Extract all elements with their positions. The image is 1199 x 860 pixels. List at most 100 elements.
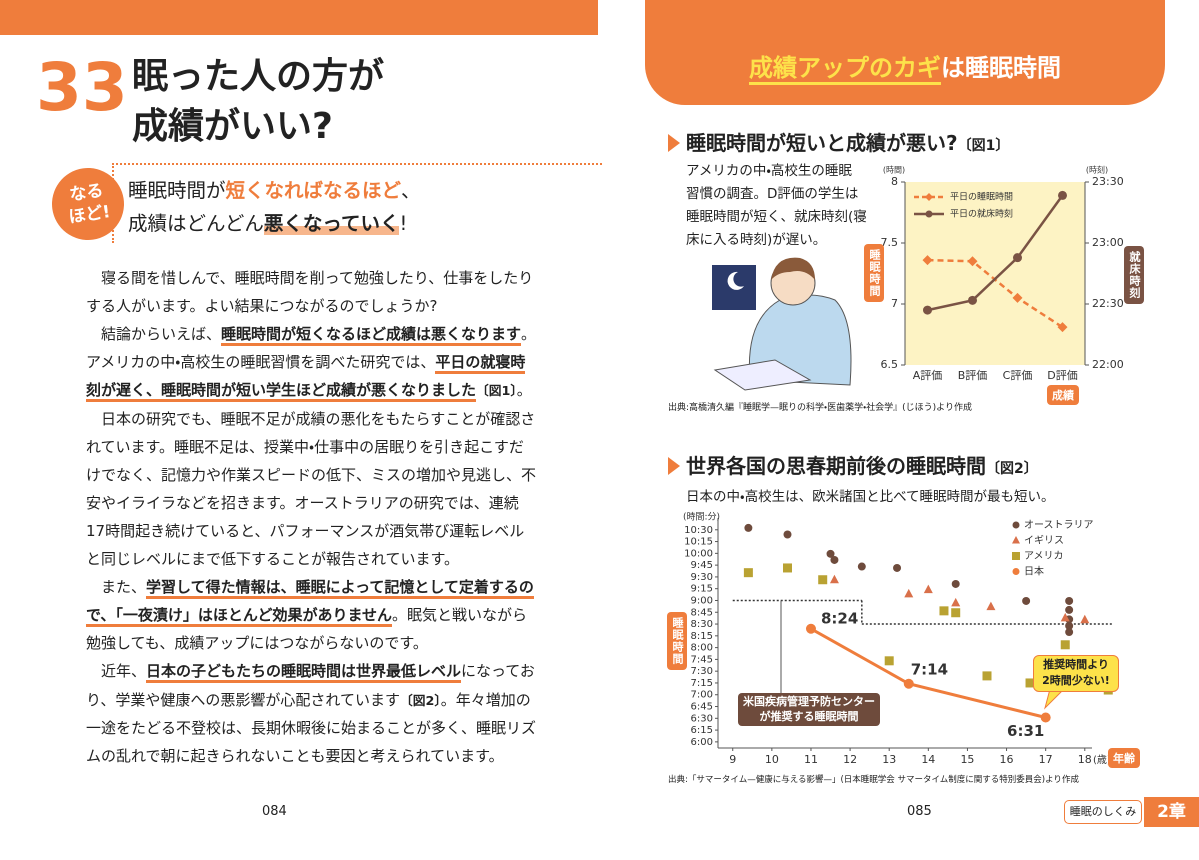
text-run: 、 [401, 179, 421, 202]
chapter: 2章 [1144, 797, 1199, 827]
recommended-label-line: 米国疾病管理予防センター [743, 695, 875, 708]
legend-label: 平日の就床時刻 [950, 208, 1013, 220]
series-line [927, 194, 1064, 312]
text-run: になってお [461, 662, 535, 681]
text-run: ムの乱れで朝に起きられないことも要因と考えられています。 [86, 746, 504, 765]
heading-title: 睡眠時間が短いと成績が悪い? [686, 131, 958, 155]
point [826, 549, 835, 558]
lesson-number: 33 [36, 49, 128, 126]
x-tick-label: 10 [765, 753, 779, 766]
text-run: 。眠気と戦いながら [392, 606, 528, 625]
figure-ref: 〔図1〕 [957, 138, 1010, 154]
y-tick-label: 9:45 [691, 560, 713, 571]
y-tick-label: 8:00 [691, 643, 713, 654]
body-line: 結論からいえば、睡眠時間が短くなるほど成績は悪くなります。 [101, 322, 536, 347]
emphasis: 学習して得た情報は、睡眠によって記憶として定着するの [146, 578, 534, 600]
recommended-label: 米国疾病管理予防センター が推奨する睡眠時間 [738, 693, 880, 726]
point [986, 601, 996, 611]
y-unit: (時間) [883, 166, 905, 175]
y-tick-label: 6:30 [691, 713, 713, 724]
y-tick-label: 9:00 [691, 595, 713, 606]
text-run: は睡眠時間 [941, 54, 1061, 82]
point [951, 597, 961, 607]
legend-marker [925, 210, 933, 218]
y-tick-label: 9:30 [691, 572, 713, 583]
y-tick-label: 10:00 [684, 548, 713, 559]
source: 出典:高橋清久編『睡眠学—眠りの科学・医歯薬学・社会学』(じほう)より作成 [668, 403, 972, 413]
point [1065, 605, 1074, 614]
lead-line: 睡眠時間が短くなればなるほど、 [128, 177, 421, 205]
point [830, 555, 839, 564]
text-run: 一途をたどる不登校は、長期休暇後に始まることが多く、睡眠リズ [86, 718, 537, 737]
callout-line: 推奨時間より [1043, 658, 1109, 671]
body-line: 近年、日本の子どもたちの睡眠時間は世界最低レベルになってお [101, 659, 535, 684]
x-tick-label: 15 [960, 753, 974, 766]
text-run: 安やイライラなどを招きます。オーストラリアの研究では、連続 [86, 493, 519, 512]
y2-axis-label: 就床時刻 [1124, 246, 1144, 304]
plot-background [905, 182, 1085, 365]
chapter-name: 睡眠のしくみ [1064, 800, 1142, 824]
x-tick-label: 17 [1039, 753, 1053, 766]
y-axis-label: 睡眠時間 [864, 244, 884, 302]
text-run: ! [399, 212, 408, 235]
text-run: 。 [516, 381, 532, 400]
point [1013, 253, 1022, 263]
x-tick-label: 11 [804, 753, 818, 766]
y-tick-label: 9:15 [691, 584, 713, 595]
y2-unit: (時刻) [1086, 165, 1108, 175]
heading: 世界各国の思春期前後の睡眠時間〔図2〕 [686, 452, 1038, 483]
emphasis: 刻が遅く、睡眠時間が短い学生ほど成績が悪くなりました [86, 381, 477, 403]
emphasis: 日本の子どもたちの睡眠時間は世界最低レベル [146, 662, 462, 684]
banner: 成績アップのカギは睡眠時間 [645, 35, 1165, 105]
student-hair [771, 257, 815, 280]
y-tick-label: 8:45 [691, 607, 713, 618]
y-tick-label: 6:15 [691, 725, 713, 736]
title-line: 成績がいい? [132, 106, 333, 147]
point [923, 584, 933, 594]
y2-tick-label: 23:30 [1092, 175, 1124, 188]
legend-marker [1012, 552, 1020, 560]
point [1057, 322, 1068, 333]
point [1060, 640, 1070, 650]
text-run: 成績はどんどん [128, 212, 264, 235]
body-line: する人がいます。よい結果につながるのでしょうか? [86, 294, 437, 318]
legend-label: 平日の睡眠時間 [950, 191, 1013, 203]
y-axis-label: 睡眠時間 [667, 612, 687, 670]
point [743, 568, 753, 578]
point [968, 295, 977, 305]
body-line: 寝る間を惜しんで、睡眠時間を削って勉強したり、仕事をしたり [101, 266, 533, 290]
figure-ref: 〔図2〕 [986, 461, 1038, 477]
point [857, 562, 866, 571]
point [1058, 190, 1067, 200]
point [967, 256, 978, 267]
point [903, 678, 914, 689]
page-number: 084 [262, 804, 287, 819]
y2-tick-label: 22:30 [1092, 297, 1124, 310]
emphasis: 〔図1〕 [476, 384, 517, 400]
x-axis-label: 年齢 [1108, 748, 1140, 768]
y-tick-label: 6.5 [881, 358, 899, 371]
y-tick-label: 6:45 [691, 702, 713, 713]
lead-line: 成績はどんどん悪くなっていく! [128, 210, 407, 238]
page-number: 085 [907, 804, 932, 819]
x-axis-label: 成績 [1047, 385, 1079, 405]
point [1065, 628, 1074, 637]
callout: 推奨時間より 2時間少ない! [1033, 655, 1119, 692]
legend-marker [1012, 568, 1020, 575]
top-bar [0, 0, 598, 35]
point [893, 563, 902, 572]
body-line: り、学業や健康への悪影響が心配されています〔図2〕。年々増加の [86, 688, 531, 714]
heading-arrow [668, 457, 680, 475]
description-line: アメリカの中・高校生の睡眠 [686, 163, 852, 179]
point [951, 579, 960, 588]
x-tick-label: 13 [882, 753, 896, 766]
body-line: 安やイライラなどを招きます。オーストラリアの研究では、連続 [86, 491, 519, 515]
point [783, 563, 792, 573]
point [818, 575, 828, 585]
body-line: れています。睡眠不足は、授業中・仕事中の居眠りを引き起こすだ [86, 435, 524, 459]
y-tick-label: 8 [891, 175, 898, 188]
body-line: 17時間起き続けていると、パフォーマンスが酒気帯び運転レベル [86, 519, 524, 543]
